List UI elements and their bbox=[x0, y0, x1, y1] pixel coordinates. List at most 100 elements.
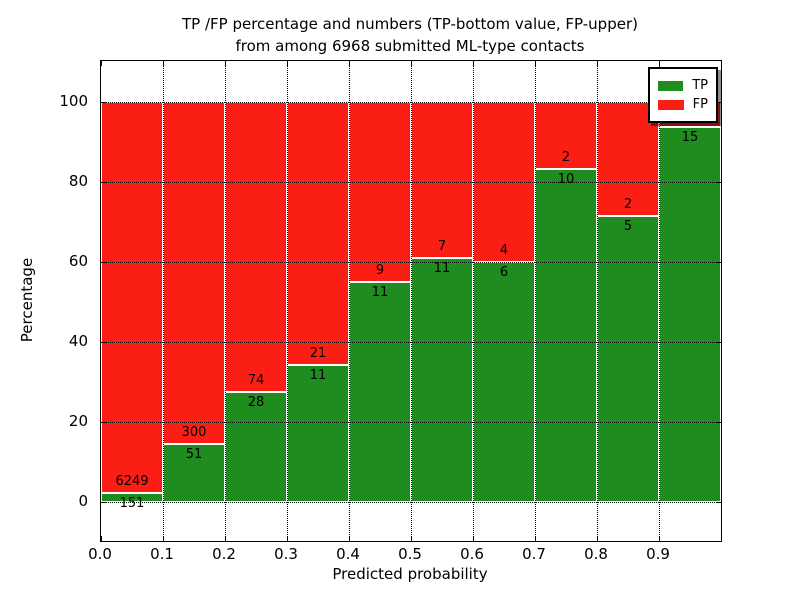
annotation-fp-count: 21 bbox=[309, 345, 327, 361]
x-tick-mark-bottom bbox=[597, 536, 598, 541]
x-tick-mark-top bbox=[535, 61, 536, 66]
annotation-tp-count: 28 bbox=[247, 395, 265, 411]
chart-title-line2: from among 6968 submitted ML-type contac… bbox=[235, 37, 585, 55]
annotation-tp-count: 11 bbox=[371, 285, 389, 300]
annotation-fp-count: 2 bbox=[623, 197, 633, 213]
x-tick-label: 0.0 bbox=[88, 545, 112, 563]
bar-tp bbox=[349, 282, 411, 502]
gridline-x bbox=[349, 61, 350, 541]
bar-tp bbox=[535, 168, 597, 502]
gridline-x bbox=[287, 61, 288, 541]
y-tick-mark-right bbox=[716, 262, 721, 263]
x-tick-mark-bottom bbox=[287, 536, 288, 541]
gridline-x bbox=[411, 61, 412, 541]
x-tick-mark-top bbox=[473, 61, 474, 66]
y-tick-mark-left bbox=[101, 342, 106, 343]
x-tick-mark-top bbox=[287, 61, 288, 66]
x-tick-mark-top bbox=[101, 61, 102, 66]
y-tick-label: 80 bbox=[68, 172, 88, 190]
y-tick-mark-left bbox=[101, 262, 106, 263]
bar-fp bbox=[349, 102, 411, 282]
annotation-tp-count: 6 bbox=[499, 265, 509, 280]
legend-label-fp: FP bbox=[692, 97, 708, 112]
legend-label-tp: TP bbox=[692, 78, 708, 93]
y-axis-label: Percentage bbox=[18, 257, 36, 343]
annotation-tp-count: 51 bbox=[185, 446, 203, 462]
annotation-tp-count: 151 bbox=[119, 495, 145, 511]
x-tick-label: 0.7 bbox=[522, 545, 546, 563]
annotation-tp-count: 11 bbox=[433, 260, 451, 276]
bar-tp bbox=[287, 364, 349, 502]
annotation-tp-count: 11 bbox=[309, 367, 327, 383]
x-tick-mark-bottom bbox=[473, 536, 474, 541]
y-tick-mark-right bbox=[716, 182, 721, 183]
y-tick-label: 60 bbox=[68, 252, 88, 270]
x-tick-label: 0.9 bbox=[646, 545, 670, 563]
bar-tp bbox=[101, 492, 163, 502]
y-tick-mark-left bbox=[101, 102, 106, 103]
x-tick-label: 0.3 bbox=[274, 545, 298, 563]
x-tick-label: 0.6 bbox=[460, 545, 484, 563]
gridline-x bbox=[163, 61, 164, 541]
x-tick-label: 0.1 bbox=[150, 545, 174, 563]
x-tick-mark-bottom bbox=[225, 536, 226, 541]
chart-title-line1: TP /FP percentage and numbers (TP-bottom… bbox=[182, 15, 638, 33]
bar-tp bbox=[597, 216, 659, 502]
legend-item-tp: TP bbox=[658, 77, 708, 94]
x-tick-mark-bottom bbox=[349, 536, 350, 541]
legend-item-fp: FP bbox=[658, 96, 708, 113]
x-tick-label: 0.5 bbox=[398, 545, 422, 563]
x-tick-mark-bottom bbox=[659, 536, 660, 541]
x-tick-mark-top bbox=[163, 61, 164, 66]
gridline-x bbox=[225, 61, 226, 541]
x-tick-mark-top bbox=[659, 61, 660, 66]
x-tick-mark-bottom bbox=[721, 536, 722, 541]
x-tick-mark-bottom bbox=[163, 536, 164, 541]
y-tick-mark-left bbox=[101, 182, 106, 183]
y-tick-mark-right bbox=[716, 342, 721, 343]
annotation-fp-count: 7 bbox=[437, 238, 447, 254]
bar-fp bbox=[287, 102, 349, 365]
annotation-tp-count: 15 bbox=[681, 130, 699, 145]
annotation-fp-count: 74 bbox=[247, 373, 265, 389]
chart-title: TP /FP percentage and numbers (TP-bottom… bbox=[100, 13, 720, 57]
bar-fp bbox=[163, 102, 225, 444]
annotation-fp-count: 6249 bbox=[115, 473, 149, 489]
x-tick-mark-bottom bbox=[101, 536, 102, 541]
bar-tp bbox=[411, 257, 473, 502]
x-tick-mark-top bbox=[411, 61, 412, 66]
x-tick-mark-top bbox=[597, 61, 598, 66]
x-tick-mark-top bbox=[721, 61, 722, 66]
gridline-x bbox=[535, 61, 536, 541]
annotation-fp-count: 300 bbox=[181, 424, 207, 440]
gridline-x bbox=[659, 61, 660, 541]
annotation-tp-count: 5 bbox=[623, 219, 633, 235]
annotation-fp-count: 9 bbox=[375, 263, 385, 278]
x-tick-mark-bottom bbox=[535, 536, 536, 541]
y-tick-mark-right bbox=[716, 422, 721, 423]
y-tick-label: 40 bbox=[68, 332, 88, 350]
bar-tp bbox=[659, 127, 721, 502]
bar-tp bbox=[225, 392, 287, 502]
gridline-x bbox=[473, 61, 474, 541]
gridline-x bbox=[597, 61, 598, 541]
legend-swatch-tp bbox=[658, 80, 684, 91]
y-tick-mark-right bbox=[716, 102, 721, 103]
bar-fp bbox=[225, 102, 287, 393]
bar-tp bbox=[473, 262, 535, 502]
y-tick-mark-left bbox=[101, 502, 106, 503]
legend: TP FP bbox=[648, 67, 718, 123]
y-tick-label: 0 bbox=[78, 492, 88, 510]
x-tick-label: 0.4 bbox=[336, 545, 360, 563]
annotation-tp-count: 10 bbox=[557, 171, 575, 187]
y-tick-mark-left bbox=[101, 422, 106, 423]
bar-fp bbox=[101, 102, 163, 493]
annotation-fp-count: 2 bbox=[561, 149, 571, 165]
y-tick-label: 100 bbox=[59, 92, 88, 110]
x-axis-label: Predicted probability bbox=[332, 565, 488, 583]
x-tick-label: 0.2 bbox=[212, 545, 236, 563]
x-tick-mark-bottom bbox=[411, 536, 412, 541]
plot-area: TP FP 6249 151 300 51 74 28 21 11 9 11 7 11 4 6 2 10 2 5 1… bbox=[100, 60, 722, 542]
y-tick-mark-right bbox=[716, 502, 721, 503]
